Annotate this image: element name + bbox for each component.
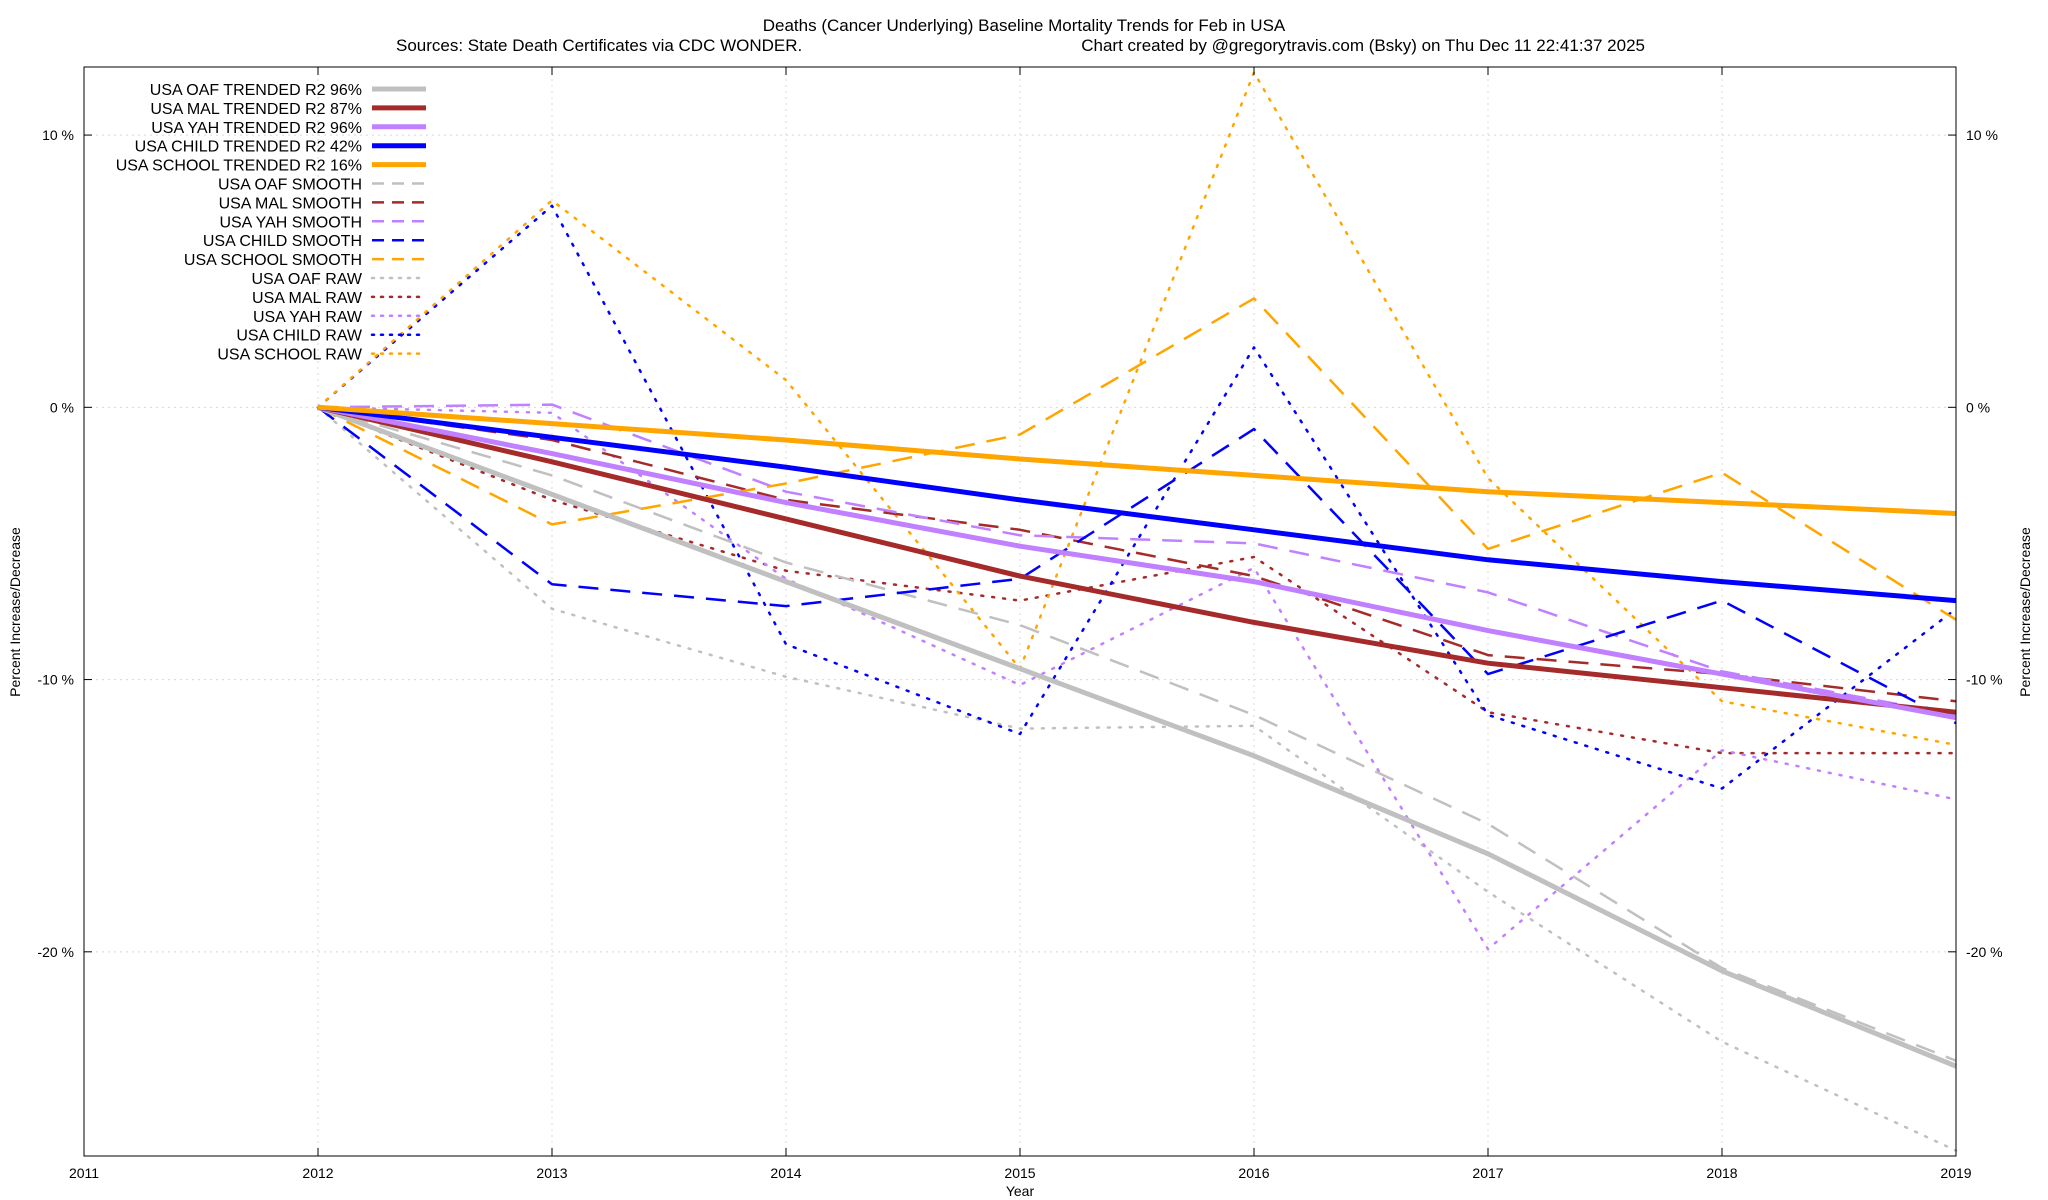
x-axis-label: Year	[1006, 1183, 1035, 1199]
legend-label-usa-mal-smooth: USA MAL SMOOTH	[219, 195, 362, 212]
legend-label-usa-school-smooth: USA SCHOOL SMOOTH	[184, 252, 362, 269]
axis-ticks: 2011 2012 2013 2014 2015 2016 2017 2018 2019 10 %…	[37, 67, 2003, 1181]
series-line-usa-school-trended	[317, 404, 1957, 516]
legend-label-usa-mal-raw: USA MAL RAW	[252, 290, 363, 307]
y-tick-label-right: 10 %	[1966, 127, 1998, 143]
y-tick-label-left: -20 %	[37, 944, 74, 960]
series-line-usa-mal-smooth	[317, 406, 1957, 703]
x-tick-label: 2015	[1004, 1165, 1035, 1181]
x-tick-label: 2018	[1706, 1165, 1737, 1181]
legend-label-usa-oaf-trended: USA OAF TRENDED R2 96%	[150, 82, 362, 99]
chart-title: Deaths (Cancer Underlying) Baseline Mort…	[763, 16, 1286, 35]
y-tick-label-left: 10 %	[42, 127, 74, 143]
series-line-usa-school-smooth	[317, 297, 1957, 621]
x-tick-label: 2013	[536, 1165, 567, 1181]
series-line-usa-yah-smooth	[317, 403, 1957, 717]
series-line-usa-child-trended	[317, 404, 1957, 604]
series-line-usa-oaf-raw	[316, 406, 1958, 1152]
legend-label-usa-yah-smooth: USA YAH SMOOTH	[219, 214, 362, 231]
x-tick-label: 2014	[770, 1165, 801, 1181]
chart-subtitle-source: Sources: State Death Certificates via CD…	[396, 36, 802, 55]
x-tick-label: 2019	[1940, 1165, 1971, 1181]
series-line-usa-yah-raw	[316, 406, 1958, 951]
y-tick-label-left: 0 %	[50, 399, 74, 415]
grid	[83, 67, 1957, 1156]
legend-label-usa-oaf-raw: USA OAF RAW	[251, 271, 362, 288]
y-tick-label-right: -20 %	[1966, 944, 2003, 960]
y-tick-label-right: 0 %	[1966, 399, 1990, 415]
series-line-usa-oaf-trended	[317, 404, 1957, 1069]
legend-label-usa-child-raw: USA CHILD RAW	[236, 328, 363, 345]
chart-subtitle-credit: Chart created by @gregorytravis.com (Bsk…	[1081, 36, 1645, 55]
y-axis-label-left: Percent Increase/Decrease	[7, 527, 23, 697]
legend: USA OAF TRENDED R2 96% USA MAL TRENDED R2…	[116, 82, 428, 364]
legend-label-usa-yah-trended: USA YAH TRENDED R2 96%	[151, 120, 362, 137]
x-tick-label: 2012	[302, 1165, 333, 1181]
series-line-usa-school-raw	[316, 71, 1958, 747]
series-line-usa-oaf-smooth	[317, 406, 1957, 1062]
series-lines	[316, 71, 1958, 1152]
series-line-usa-yah-trended	[317, 404, 1957, 721]
legend-label-usa-child-smooth: USA CHILD SMOOTH	[203, 233, 362, 250]
legend-label-usa-school-trended: USA SCHOOL TRENDED R2 16%	[116, 158, 362, 175]
series-line-usa-child-smooth	[317, 406, 1957, 725]
y-axis-label-right: Percent Increase/Decrease	[2017, 527, 2033, 697]
legend-label-usa-yah-raw: USA YAH RAW	[253, 309, 363, 326]
x-tick-label: 2016	[1238, 1165, 1269, 1181]
x-tick-label: 2017	[1472, 1165, 1503, 1181]
legend-label-usa-school-raw: USA SCHOOL RAW	[217, 347, 363, 364]
y-tick-label-right: -10 %	[1966, 672, 2003, 688]
legend-label-usa-child-trended: USA CHILD TRENDED R2 42%	[135, 139, 362, 156]
legend-label-usa-oaf-smooth: USA OAF SMOOTH	[218, 177, 362, 194]
x-tick-label: 2011	[69, 1165, 99, 1181]
y-tick-label-left: -10 %	[37, 672, 74, 688]
legend-label-usa-mal-trended: USA MAL TRENDED R2 87%	[150, 101, 362, 118]
series-line-usa-mal-trended	[317, 404, 1957, 715]
